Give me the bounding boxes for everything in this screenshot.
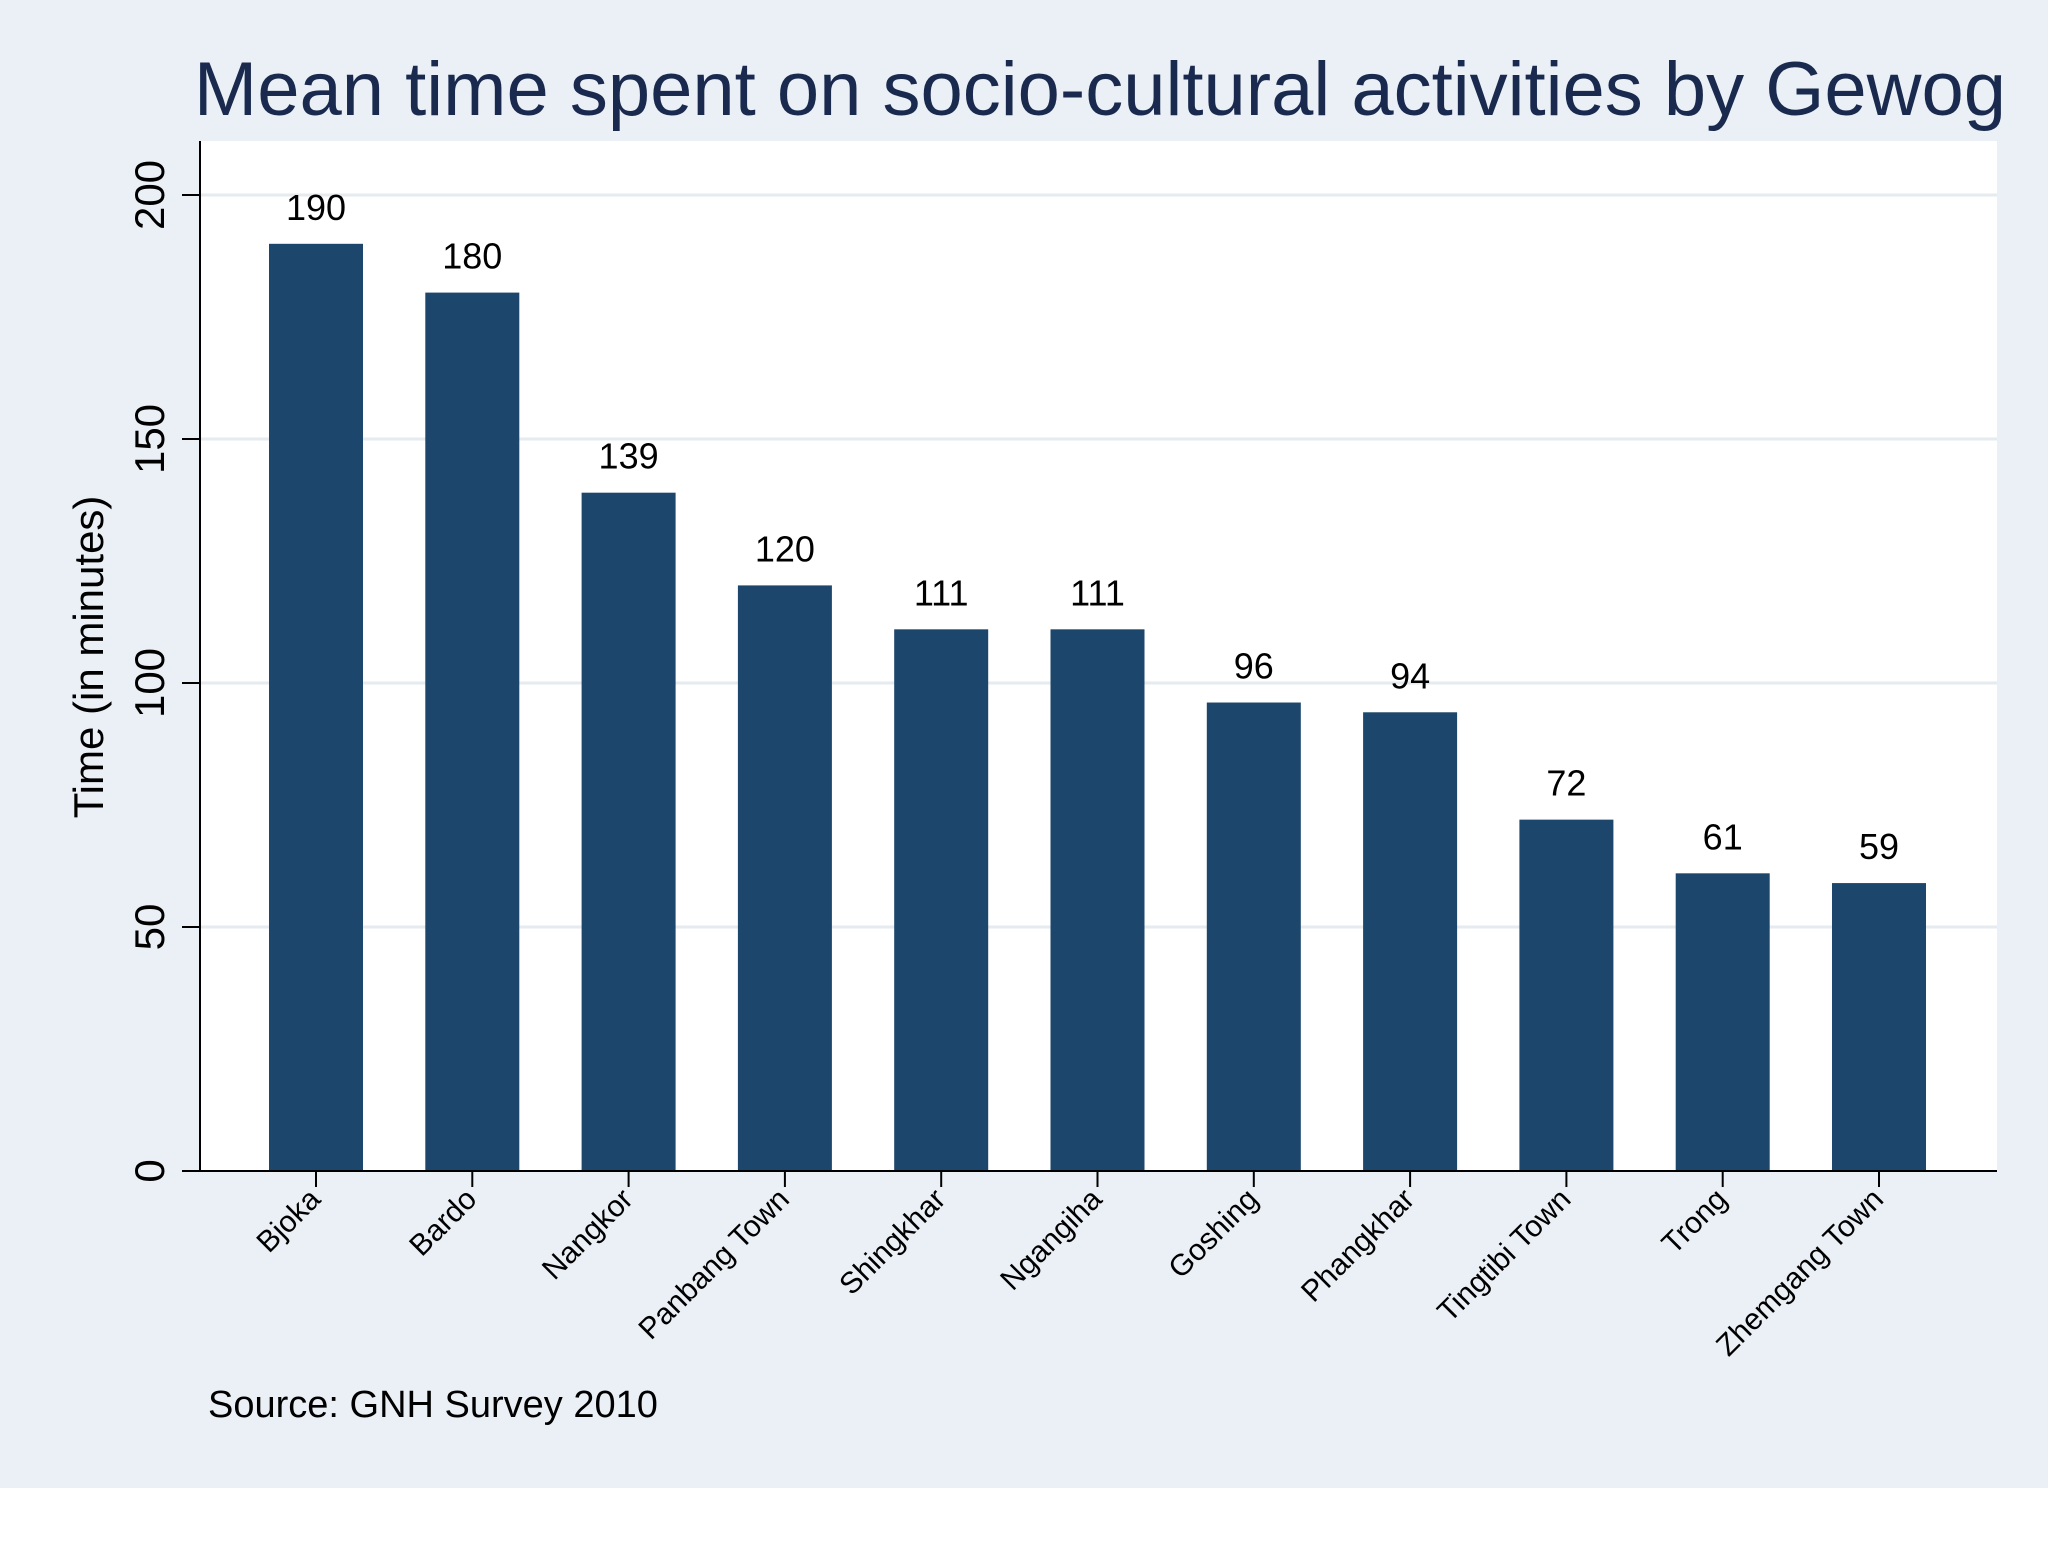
bar-bardo — [425, 292, 520, 1172]
bar-goshing — [1206, 702, 1301, 1171]
y-tick-label-150: 150 — [126, 404, 173, 474]
value-label-panbang-town: 120 — [755, 528, 815, 569]
y-tick-label-50: 50 — [126, 904, 173, 951]
value-label-tingtibi-town: 72 — [1546, 763, 1586, 804]
value-label-trong: 61 — [1703, 816, 1743, 857]
bar-trong — [1675, 873, 1770, 1171]
y-axis-ticks: 0 50 100 150 200 — [126, 160, 200, 1183]
bar-nangkor — [581, 492, 676, 1171]
y-tick-label-200: 200 — [126, 160, 173, 230]
bars — [269, 243, 1926, 1172]
y-tick-label-100: 100 — [126, 648, 173, 718]
value-label-zhemgang-town: 59 — [1859, 826, 1899, 867]
value-label-goshing: 96 — [1234, 646, 1274, 687]
chart-title: Mean time spent on socio-cultural activi… — [194, 47, 2006, 132]
value-label-bardo: 180 — [442, 236, 502, 277]
value-labels: 190 180 139 120 111 111 96 94 72 61 59 — [286, 187, 1899, 867]
bar-shingkhar — [894, 629, 989, 1171]
bar-panbang-town — [737, 585, 832, 1171]
y-axis-title: Time (in minutes) — [65, 496, 112, 819]
source-note: Source: GNH Survey 2010 — [208, 1384, 658, 1426]
value-label-phangkhar: 94 — [1390, 655, 1430, 696]
value-label-nangkor: 139 — [599, 436, 659, 477]
value-label-ngangiha: 111 — [1070, 572, 1125, 613]
value-label-bjoka: 190 — [286, 187, 346, 228]
bar-ngangiha — [1050, 629, 1145, 1171]
bar-zhemgang-town — [1832, 883, 1926, 1171]
bar-phangkhar — [1363, 712, 1458, 1171]
bar-tingtibi-town — [1519, 819, 1614, 1171]
bar-bjoka — [269, 243, 363, 1172]
y-tick-label-0: 0 — [126, 1159, 173, 1182]
value-label-shingkhar: 111 — [914, 572, 969, 613]
